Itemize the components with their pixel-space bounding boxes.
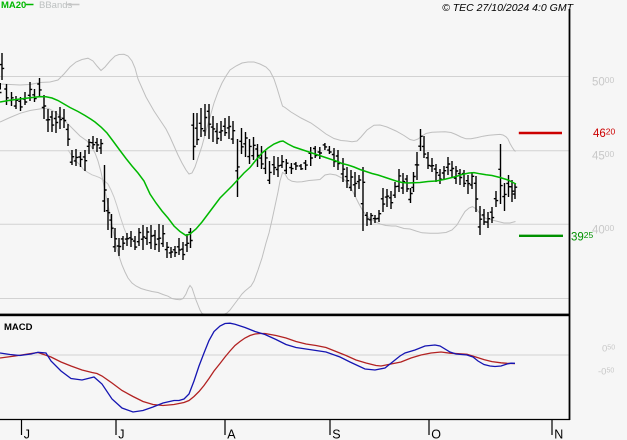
- svg-text:N: N: [554, 427, 563, 440]
- svg-text:050: 050: [602, 344, 615, 355]
- svg-text:© TEC 27/10/2024 4:0 GMT: © TEC 27/10/2024 4:0 GMT: [442, 2, 574, 14]
- svg-text:BBands: BBands: [39, 0, 73, 11]
- svg-text:J: J: [24, 427, 30, 440]
- svg-text:-050: -050: [598, 367, 614, 378]
- svg-text:S: S: [332, 427, 340, 440]
- svg-text:A: A: [227, 427, 236, 440]
- svg-text:MACD: MACD: [4, 322, 33, 333]
- svg-text:O: O: [431, 427, 441, 440]
- svg-text:J: J: [118, 427, 124, 440]
- svg-text:MA20: MA20: [1, 0, 26, 11]
